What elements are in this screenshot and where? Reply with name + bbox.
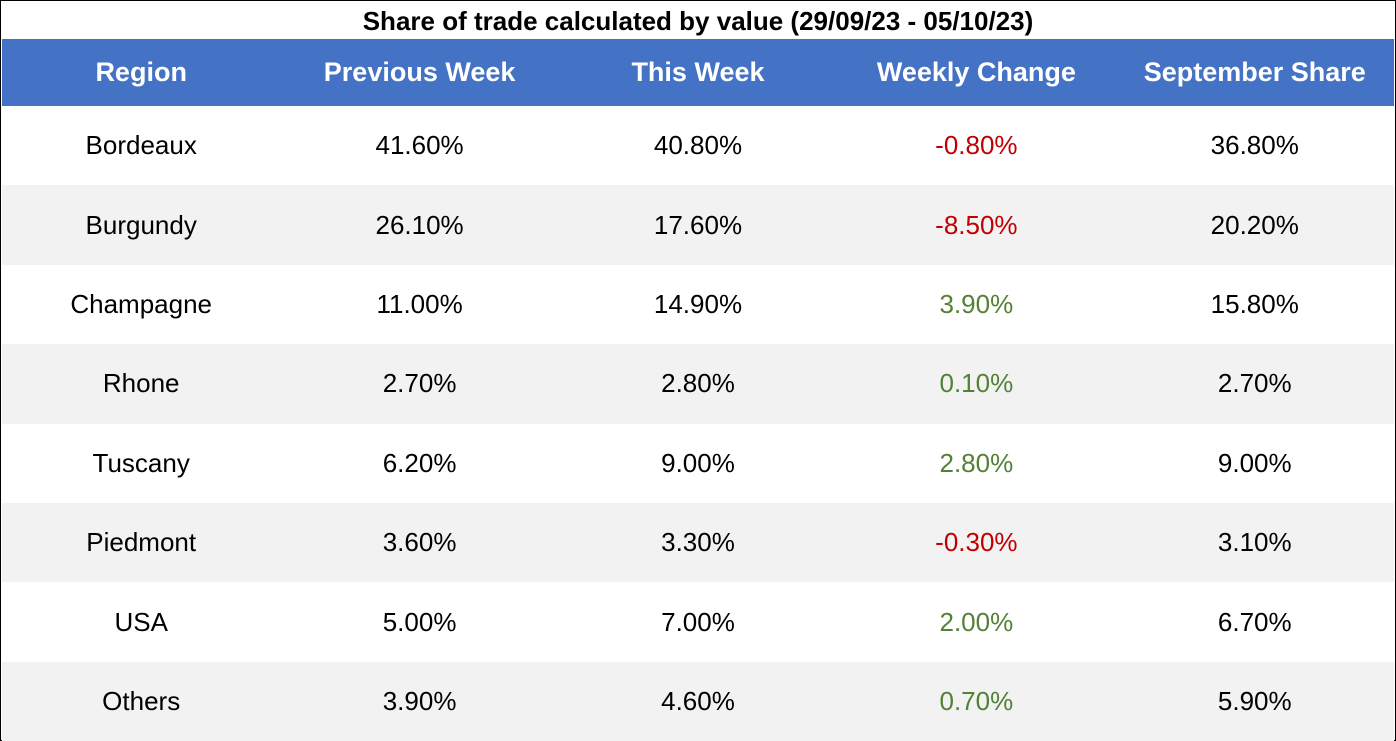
cell-this-week: 40.80% (653, 130, 743, 161)
header-september-share: September Share (1143, 57, 1366, 87)
cell-this-week: 2.80% (661, 368, 735, 399)
table-header: Region Previous Week This Week Weekly Ch… (2, 39, 1394, 106)
cell-region: Others (102, 685, 181, 716)
cell-previous-week: 11.00% (376, 288, 463, 319)
table-row: Champagne 11.00% 14.90% 3.90% 15.80% (2, 264, 1394, 345)
table-row: Burgundy 26.10% 17.60% -8.50% 20.20% (2, 185, 1394, 265)
cell-this-week: 14.90% (653, 288, 743, 319)
table-row: USA 5.00% 7.00% 2.00% 6.70% (2, 582, 1394, 662)
cell-this-week: 3.30% (661, 527, 735, 558)
header-this-week: This Week (631, 57, 765, 87)
table-row: Piedmont 3.60% 3.30% -0.30% 3.10% (2, 502, 1394, 583)
cell-previous-week: 2.70% (382, 368, 457, 399)
cell-region: Champagne (70, 288, 213, 319)
cell-weekly-change: -0.30% (935, 527, 1018, 558)
cell-this-week: 4.60% (661, 685, 735, 716)
cell-september-share: 2.70% (1217, 368, 1292, 399)
cell-september-share: 9.00% (1217, 447, 1292, 478)
cell-previous-week: 3.90% (382, 685, 457, 716)
table-row: Rhone 2.70% 2.80% 0.10% 2.70% (2, 344, 1394, 424)
cell-weekly-change: 3.90% (939, 288, 1014, 319)
cell-weekly-change: 2.00% (939, 606, 1014, 637)
cell-region: USA (114, 606, 168, 637)
cell-previous-week: 3.60% (382, 527, 457, 558)
table-title: Share of trade calculated by value (29/0… (362, 6, 1034, 36)
cell-previous-week: 26.10% (375, 209, 464, 240)
cell-region: Tuscany (92, 447, 190, 478)
cell-weekly-change: -0.80% (935, 130, 1018, 161)
cell-previous-week: 41.60% (375, 130, 464, 161)
cell-this-week: 9.00% (661, 447, 735, 478)
cell-september-share: 5.90% (1217, 685, 1292, 716)
table-row: Bordeaux 41.60% 40.80% -0.80% 36.80% (2, 106, 1394, 186)
cell-september-share: 6.70% (1217, 606, 1292, 637)
table-body: Bordeaux 41.60% 40.80% -0.80% 36.80% Burgundy… (2, 106, 1394, 741)
cell-this-week: 7.00% (661, 606, 735, 637)
header-region: Region (95, 57, 187, 87)
cell-weekly-change: 2.80% (939, 447, 1014, 478)
cell-weekly-change: 0.10% (939, 368, 1014, 399)
cell-september-share: 20.20% (1210, 209, 1299, 240)
cell-september-share: 36.80% (1210, 130, 1299, 161)
cell-region: Piedmont (86, 527, 197, 558)
cell-september-share: 3.10% (1217, 527, 1292, 558)
cell-region: Bordeaux (85, 130, 197, 161)
cell-weekly-change: -8.50% (935, 209, 1018, 240)
cell-weekly-change: 0.70% (939, 685, 1014, 716)
cell-region: Burgundy (85, 209, 197, 240)
cell-region: Rhone (102, 368, 180, 399)
cell-this-week: 17.60% (653, 209, 743, 240)
table-row: Tuscany 6.20% 9.00% 2.80% 9.00% (2, 423, 1394, 503)
cell-previous-week: 5.00% (382, 606, 457, 637)
header-weekly-change: Weekly Change (876, 57, 1076, 87)
cell-previous-week: 6.20% (382, 447, 457, 478)
header-previous-week: Previous Week (323, 57, 516, 87)
table-row: Others 3.90% 4.60% 0.70% 5.90% (2, 661, 1394, 741)
cell-september-share: 15.80% (1210, 288, 1299, 319)
